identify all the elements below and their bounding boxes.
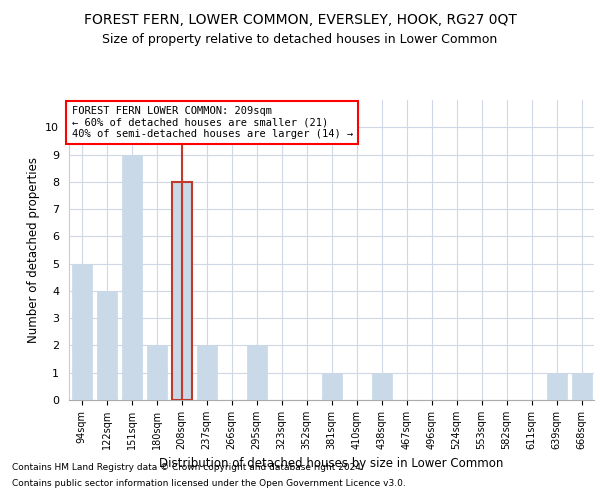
Bar — [121, 154, 142, 400]
Bar — [571, 372, 592, 400]
Y-axis label: Number of detached properties: Number of detached properties — [27, 157, 40, 343]
Bar — [197, 346, 217, 400]
Bar — [371, 372, 392, 400]
Text: Contains HM Land Registry data © Crown copyright and database right 2024.: Contains HM Land Registry data © Crown c… — [12, 464, 364, 472]
Bar — [146, 346, 167, 400]
Text: Size of property relative to detached houses in Lower Common: Size of property relative to detached ho… — [103, 32, 497, 46]
Bar — [172, 182, 191, 400]
X-axis label: Distribution of detached houses by size in Lower Common: Distribution of detached houses by size … — [160, 458, 503, 470]
Text: Contains public sector information licensed under the Open Government Licence v3: Contains public sector information licen… — [12, 478, 406, 488]
Bar — [547, 372, 566, 400]
Bar — [322, 372, 341, 400]
Bar — [247, 346, 266, 400]
Bar — [97, 291, 116, 400]
Bar — [71, 264, 91, 400]
Text: FOREST FERN, LOWER COMMON, EVERSLEY, HOOK, RG27 0QT: FOREST FERN, LOWER COMMON, EVERSLEY, HOO… — [83, 12, 517, 26]
Text: FOREST FERN LOWER COMMON: 209sqm
← 60% of detached houses are smaller (21)
40% o: FOREST FERN LOWER COMMON: 209sqm ← 60% o… — [71, 106, 353, 139]
